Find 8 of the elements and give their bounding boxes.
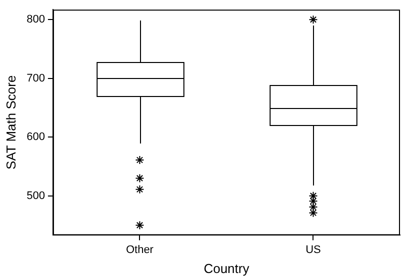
x-axis-title: Country bbox=[204, 260, 250, 276]
y-tick-label: 600 bbox=[26, 131, 45, 144]
y-axis-title: SAT Math Score bbox=[3, 75, 18, 170]
y-tick-label: 800 bbox=[26, 14, 45, 26]
y-tick-label: 500 bbox=[26, 190, 45, 202]
x-tick-label: US bbox=[306, 244, 321, 256]
x-tick-label: Other bbox=[126, 244, 154, 256]
y-tick-label: 700 bbox=[26, 72, 45, 84]
